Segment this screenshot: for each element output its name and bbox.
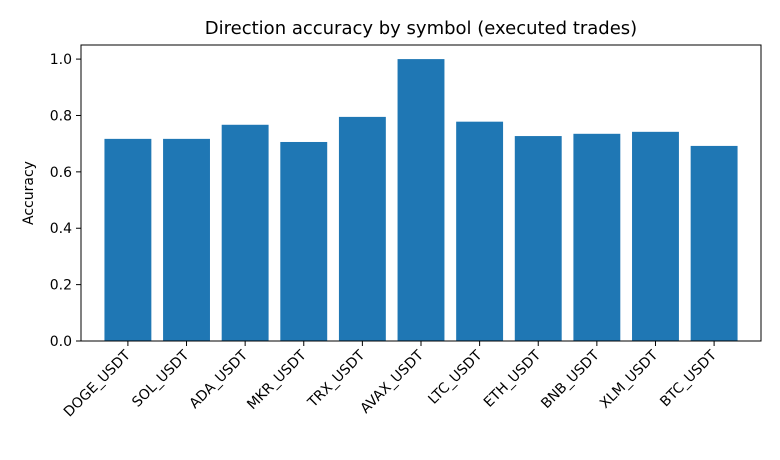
bar-mkr-usdt <box>280 141 328 341</box>
bars-layer <box>104 59 738 342</box>
x-tick-label: XLM_USDT <box>597 347 662 412</box>
x-tick-label: TRX_USDT <box>304 347 368 411</box>
x-tick-label: LTC_USDT <box>425 347 485 407</box>
bar-trx-usdt <box>338 116 386 341</box>
plot-frame <box>80 44 762 342</box>
y-tick-label: 1.0 <box>50 52 72 68</box>
y-tick-label: 0.6 <box>50 165 72 181</box>
bar-doge-usdt <box>104 138 152 341</box>
x-tick-label: ETH_USDT <box>481 347 545 411</box>
y-tick-label: 0.2 <box>50 278 72 294</box>
x-tick-label: AVAX_USDT <box>358 347 428 417</box>
chart-title: Direction accuracy by symbol (executed t… <box>205 18 637 39</box>
x-tick-label: MKR_USDT <box>244 347 310 413</box>
bar-ltc-usdt <box>456 121 504 342</box>
y-tick-label: 0.8 <box>50 108 72 124</box>
x-tick-label: DOGE_USDT <box>61 347 134 420</box>
x-tick-label: BTC_USDT <box>657 347 720 410</box>
bar-ada-usdt <box>221 124 269 341</box>
x-tick-label: ADA_USDT <box>187 347 252 412</box>
x-axis: DOGE_USDTSOL_USDTADA_USDTMKR_USDTTRX_USD… <box>61 341 720 420</box>
bar-bnb-usdt <box>573 133 621 341</box>
bar-xlm-usdt <box>632 131 679 341</box>
x-tick-label: BNB_USDT <box>538 347 603 412</box>
bar-eth-usdt <box>514 136 562 341</box>
x-tick-label: SOL_USDT <box>129 347 192 410</box>
y-axis-label: Accuracy <box>21 161 37 225</box>
y-axis: 0.0 0.2 0.4 0.6 0.8 1.0 <box>50 52 81 350</box>
y-tick-label: 0.0 <box>50 334 72 350</box>
bar-btc-usdt <box>690 145 738 341</box>
bar-sol-usdt <box>163 138 210 341</box>
bar-avax-usdt <box>397 59 445 341</box>
y-tick-label: 0.4 <box>50 221 72 237</box>
